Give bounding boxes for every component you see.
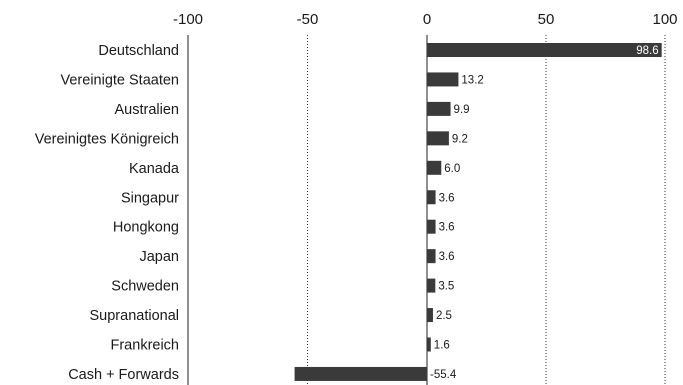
value-label: 6.0 — [444, 163, 460, 175]
bar — [427, 43, 662, 57]
x-tick-label: -50 — [297, 11, 319, 28]
bars — [294, 43, 662, 381]
value-label: 2.5 — [436, 310, 452, 322]
x-tick-label: 50 — [538, 11, 555, 28]
bar — [427, 219, 436, 234]
bar — [427, 160, 442, 175]
value-label: 3.6 — [439, 192, 455, 204]
value-label: 3.6 — [439, 251, 455, 263]
category-label: Hongkong — [113, 220, 179, 236]
x-axis-ticks: -100 -50 0 50 100 — [173, 11, 678, 28]
category-label: Schweden — [111, 279, 179, 295]
category-label: Deutschland — [98, 43, 179, 59]
value-label: 13.2 — [461, 74, 483, 86]
bar — [427, 308, 433, 323]
grid-lines — [187, 35, 666, 385]
category-label: Kanada — [129, 161, 180, 177]
bar — [427, 278, 436, 293]
value-label: -55.4 — [430, 369, 457, 381]
category-labels: Deutschland Vereinigte Staaten Australien V… — [35, 43, 180, 383]
bar — [427, 190, 436, 205]
bar — [427, 101, 451, 116]
bar — [294, 366, 427, 381]
x-tick-label: -100 — [173, 11, 203, 28]
bar — [427, 72, 459, 87]
category-label: Singapur — [121, 190, 179, 206]
category-label: Frankreich — [111, 338, 180, 354]
value-label: 9.9 — [454, 104, 470, 116]
bar — [427, 249, 436, 264]
value-label: 1.6 — [434, 340, 450, 352]
bar — [427, 337, 431, 352]
value-label: 3.6 — [439, 222, 455, 234]
category-label: Japan — [139, 249, 179, 265]
category-label: Vereinigte Staaten — [60, 72, 179, 88]
value-label: 3.5 — [438, 281, 454, 293]
value-label: 9.2 — [452, 133, 468, 145]
category-label: Vereinigtes Königreich — [35, 131, 179, 147]
x-tick-label: 0 — [423, 11, 431, 28]
bar — [427, 131, 449, 146]
category-label: Supranational — [90, 308, 180, 324]
value-label: 98.6 — [636, 45, 658, 57]
category-label: Australien — [115, 102, 179, 118]
category-label: Cash + Forwards — [68, 367, 179, 383]
x-tick-label: 100 — [652, 11, 677, 28]
value-labels: 98.6 13.2 9.9 9.2 6.0 3.6 3.6 3.6 3.5 2.5 1.6 -55.4 — [430, 45, 659, 381]
